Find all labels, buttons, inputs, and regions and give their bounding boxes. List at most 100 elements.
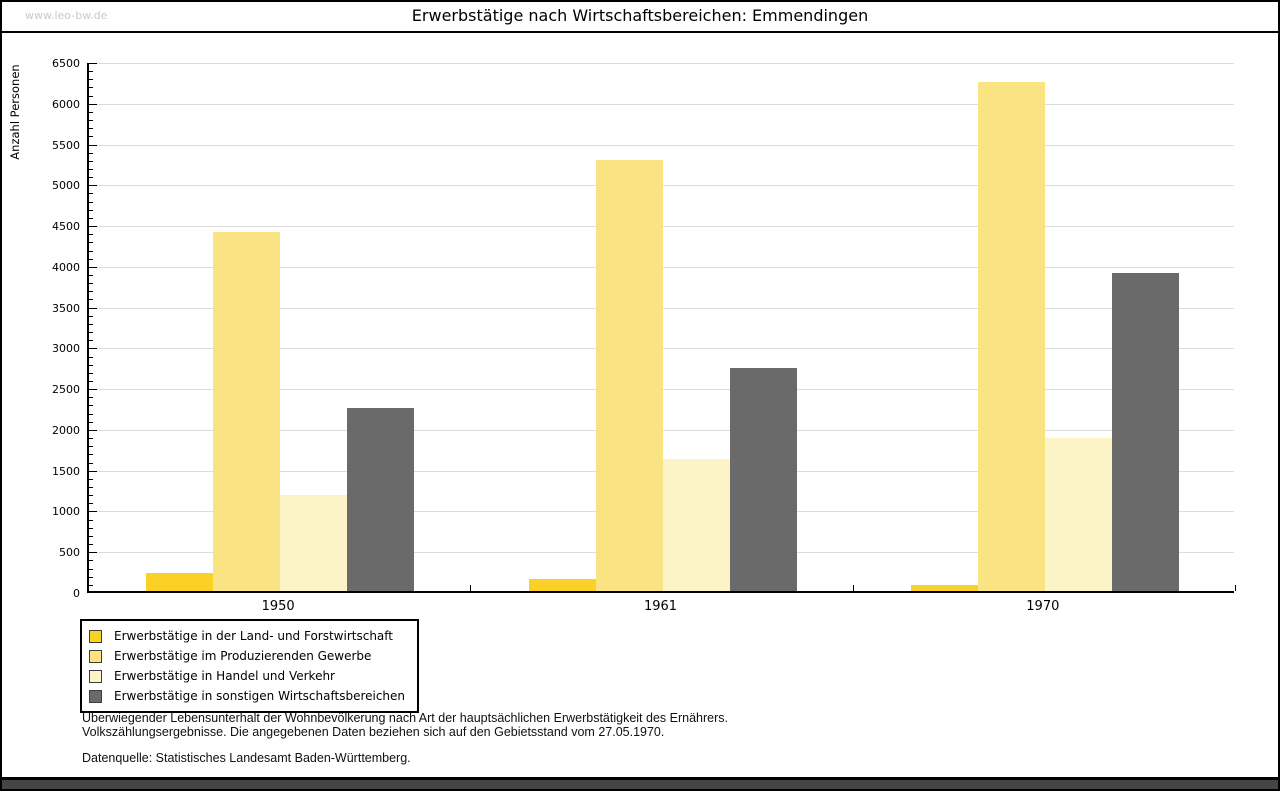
legend-swatch-icon bbox=[89, 669, 102, 683]
footer-notes: Überwiegender Lebensunterhalt der Wohnbe… bbox=[82, 711, 728, 766]
minor-ytick bbox=[89, 560, 93, 562]
y-tick-label-500: 500 bbox=[59, 546, 80, 560]
legend-swatch-icon bbox=[89, 629, 102, 643]
minor-ytick bbox=[89, 136, 93, 138]
bar-1970-series3 bbox=[1044, 438, 1112, 591]
bar-1970-series4 bbox=[1111, 273, 1179, 591]
window-bottom-edge bbox=[2, 777, 1278, 789]
chart-area: Anzahl Personen 0 500 1000 1500 2000 2500 3000… bbox=[2, 33, 1280, 781]
minor-ytick bbox=[89, 568, 93, 570]
major-ytick bbox=[89, 185, 97, 187]
y-tick-label-3500: 3500 bbox=[52, 301, 80, 315]
x-boundary-tick bbox=[1235, 585, 1236, 591]
site-watermark: www.leo-bw.de bbox=[25, 9, 108, 22]
minor-ytick bbox=[89, 332, 93, 334]
bar-1961-series3 bbox=[662, 458, 730, 591]
minor-ytick bbox=[89, 503, 93, 505]
x-category-label-1950: 1950 bbox=[261, 599, 295, 614]
major-ytick bbox=[89, 103, 97, 105]
minor-ytick bbox=[89, 193, 93, 195]
minor-ytick bbox=[89, 340, 93, 342]
minor-ytick bbox=[89, 478, 93, 480]
y-tick-label-2500: 2500 bbox=[52, 383, 80, 397]
minor-ytick bbox=[89, 234, 93, 236]
minor-ytick bbox=[89, 323, 93, 325]
minor-ytick bbox=[89, 242, 93, 244]
minor-ytick bbox=[89, 177, 93, 179]
major-ytick bbox=[89, 429, 97, 431]
minor-ytick bbox=[89, 299, 93, 301]
minor-ytick bbox=[89, 576, 93, 578]
legend-label: Erwerbstätige im Produzierenden Gewerbe bbox=[114, 649, 372, 663]
y-tick-label-1000: 1000 bbox=[52, 505, 80, 519]
footer-note-line2: Volkszählungsergebnisse. Die angegebenen… bbox=[82, 724, 665, 739]
footer-note-line1: Überwiegender Lebensunterhalt der Wohnbe… bbox=[82, 711, 728, 725]
y-tick-label-4500: 4500 bbox=[52, 220, 80, 234]
header-band: www.leo-bw.de Erwerbstätige nach Wirtsch… bbox=[2, 2, 1278, 33]
major-ytick bbox=[89, 144, 97, 146]
y-tick-label-0: 0 bbox=[73, 587, 80, 600]
minor-ytick bbox=[89, 519, 93, 521]
bar-1970-series1 bbox=[910, 584, 978, 591]
minor-ytick bbox=[89, 95, 93, 97]
y-tick-label-5500: 5500 bbox=[52, 138, 80, 152]
bar-1950-series4 bbox=[347, 407, 415, 591]
major-ytick bbox=[89, 266, 97, 268]
minor-ytick bbox=[89, 111, 93, 113]
major-ytick bbox=[89, 511, 97, 513]
bar-1970-series2 bbox=[977, 82, 1045, 591]
minor-ytick bbox=[89, 79, 93, 81]
y-tick-label-1500: 1500 bbox=[52, 464, 80, 478]
major-ytick bbox=[89, 307, 97, 309]
minor-ytick bbox=[89, 71, 93, 73]
bar-1961-series4 bbox=[729, 367, 797, 591]
minor-ytick bbox=[89, 446, 93, 448]
legend-item-4: Erwerbstätige in sonstigen Wirtschaftsbe… bbox=[89, 686, 405, 706]
x-boundary-tick bbox=[852, 585, 854, 591]
minor-ytick bbox=[89, 527, 93, 529]
minor-ytick bbox=[89, 169, 93, 170]
bar-1950-series1 bbox=[146, 572, 214, 591]
y-tick-label-2000: 2000 bbox=[52, 423, 80, 437]
chart-title: Erwerbstätige nach Wirtschaftsbereichen:… bbox=[411, 6, 869, 25]
minor-ytick bbox=[89, 87, 93, 89]
bar-1950-series3 bbox=[280, 495, 348, 591]
major-ytick bbox=[89, 63, 97, 64]
minor-ytick bbox=[89, 201, 93, 203]
bar-1961-series2 bbox=[595, 159, 663, 591]
minor-ytick bbox=[89, 160, 93, 162]
minor-ytick bbox=[89, 250, 93, 252]
major-ytick bbox=[89, 470, 97, 472]
gridline-5500 bbox=[89, 144, 1234, 146]
bar-1950-series2 bbox=[213, 232, 281, 591]
minor-ytick bbox=[89, 275, 93, 276]
y-tick-label-6500: 6500 bbox=[52, 57, 80, 70]
minor-ytick bbox=[89, 120, 93, 122]
y-axis-label: Anzahl Personen bbox=[8, 64, 22, 160]
legend-swatch-icon bbox=[89, 689, 102, 703]
minor-ytick bbox=[89, 544, 93, 546]
minor-ytick bbox=[89, 128, 93, 130]
minor-ytick bbox=[89, 152, 93, 154]
minor-ytick bbox=[89, 495, 93, 497]
gridline-6000 bbox=[89, 103, 1234, 105]
legend-label: Erwerbstätige in Handel und Verkehr bbox=[114, 669, 335, 683]
y-tick-label-5000: 5000 bbox=[52, 179, 80, 193]
major-ytick bbox=[89, 348, 97, 350]
minor-ytick bbox=[89, 372, 93, 374]
major-ytick bbox=[89, 389, 97, 391]
x-boundary-tick bbox=[470, 585, 472, 591]
minor-ytick bbox=[89, 421, 93, 423]
legend-swatch-icon bbox=[89, 649, 102, 663]
major-ytick bbox=[89, 552, 97, 554]
legend-label: Erwerbstätige in der Land- und Forstwirt… bbox=[114, 629, 393, 643]
y-tick-label-4000: 4000 bbox=[52, 260, 80, 274]
minor-ytick bbox=[89, 438, 93, 440]
legend-item-1: Erwerbstätige in der Land- und Forstwirt… bbox=[89, 626, 405, 646]
minor-ytick bbox=[89, 405, 93, 407]
legend-box: Erwerbstätige in der Land- und Forstwirt… bbox=[80, 619, 420, 713]
minor-ytick bbox=[89, 381, 93, 382]
x-category-label-1970: 1970 bbox=[1026, 599, 1060, 614]
major-ytick bbox=[89, 226, 97, 228]
